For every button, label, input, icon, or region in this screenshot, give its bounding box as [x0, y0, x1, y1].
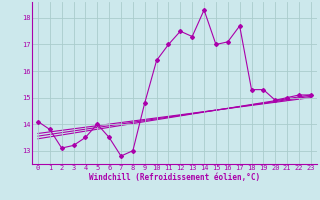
X-axis label: Windchill (Refroidissement éolien,°C): Windchill (Refroidissement éolien,°C)	[89, 173, 260, 182]
